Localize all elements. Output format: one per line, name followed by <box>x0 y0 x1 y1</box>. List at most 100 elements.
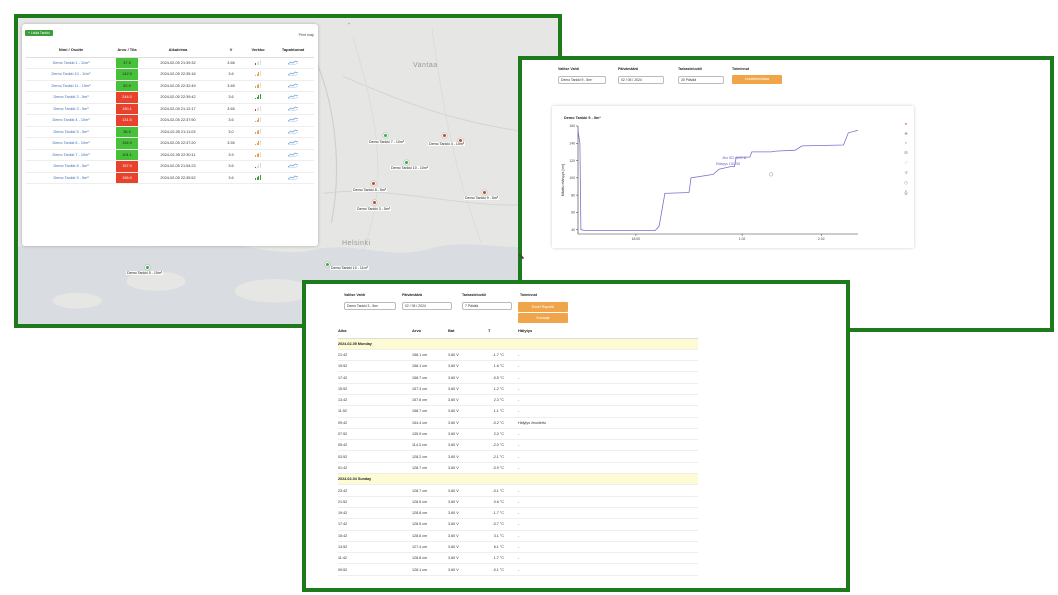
table-row: 03:52 128.2 cm 3.60 V -2.1 °C - <box>338 450 698 463</box>
table-row[interactable]: Demo Tankki 7 - 10m³ 101.1 2024-02-05 22:3… <box>26 149 314 161</box>
events-cell[interactable] <box>272 172 314 184</box>
value-cell: 128.1 cm <box>412 563 448 576</box>
clock-icon[interactable]: ◷ <box>904 180 908 185</box>
tank-name-link[interactable]: Demo Tankki 3 - 5m³ <box>26 103 116 115</box>
events-cell[interactable] <box>272 57 314 69</box>
date-input[interactable]: 02 / 05 / 2024 <box>402 302 452 310</box>
tank-name-link[interactable]: Demo Tankki 8 - 5m³ <box>26 160 116 173</box>
timestamp: 2024-02-05 22:37:20 <box>138 137 218 150</box>
y-tick-label: 40 <box>571 228 575 232</box>
print-map-button[interactable]: Print map <box>298 33 314 37</box>
tank-name-link[interactable]: Demo Tankki 1 - 11m³ <box>26 57 116 69</box>
column-header[interactable]: Nimi / Osoite <box>26 42 116 58</box>
line-icon[interactable]: ⟋ <box>904 160 908 165</box>
table-row[interactable]: Demo Tankki 3 - 5m³ 150.1 2024-02-05 21:12… <box>26 103 314 115</box>
zoom-select-icon[interactable]: ⊞ <box>904 150 908 155</box>
map-marker[interactable] <box>371 181 376 186</box>
map-marker[interactable] <box>372 200 377 205</box>
column-header[interactable]: Verkko <box>244 42 272 58</box>
alarm-cell: - <box>518 563 698 576</box>
time-cell: 03:52 <box>338 450 412 463</box>
tank-name-link[interactable]: Demo Tankki 10 - 11m³ <box>26 68 116 81</box>
tank-select[interactable]: Demo Tankki 9 - 5m³ <box>558 76 606 84</box>
events-cell[interactable] <box>272 80 314 92</box>
table-row[interactable]: Demo Tankki 4 - 10m³ 131.5 2024-02-05 22:3… <box>26 114 314 127</box>
time-cell: 01:42 <box>338 462 412 475</box>
level-chart[interactable]: 40 60 80 100 120 140 160 18:00 1.02 2.02 Mitattu e… <box>552 106 914 248</box>
table-row[interactable]: Demo Tankki 9 - 5m³ 156.0 2024-02-05 22:35… <box>26 172 314 184</box>
tank-select[interactable]: Demo Tankki 3 - 5m³ <box>344 302 396 310</box>
zoom-icon[interactable]: ⌕ <box>904 140 908 145</box>
tank-name-link[interactable]: Demo Tankki 11 - 15m³ <box>26 80 116 92</box>
chart-color-icon[interactable]: ● <box>904 121 908 126</box>
events-cell[interactable] <box>272 68 314 81</box>
events-cell[interactable] <box>272 137 314 150</box>
events-cell[interactable] <box>272 160 314 173</box>
pan-icon[interactable]: ✥ <box>904 131 908 136</box>
trend-chart-icon[interactable] <box>288 94 298 100</box>
tank-name-link[interactable]: Demo Tankki 6 - 10m³ <box>26 137 116 150</box>
events-cell[interactable] <box>272 91 314 104</box>
map-marker[interactable] <box>383 133 388 138</box>
column-header[interactable]: Tapahtumat <box>272 42 314 58</box>
signal-cell <box>244 68 272 81</box>
reload-button[interactable]: Uudelleenlataa <box>732 75 782 84</box>
column-header[interactable]: Arvo / Tila <box>116 42 138 58</box>
tank-name-link[interactable]: Demo Tankki 7 - 10m³ <box>26 149 116 161</box>
events-cell[interactable] <box>272 103 314 115</box>
table-row[interactable]: Demo Tankki 6 - 10m³ 154.9 2024-02-05 22:3… <box>26 137 314 150</box>
voltage: 3.0 <box>218 126 244 138</box>
tank-value: 36.9 <box>116 126 138 138</box>
trend-chart-icon[interactable] <box>288 140 298 146</box>
column-header[interactable]: V <box>218 42 244 58</box>
table-row[interactable]: Demo Tankki 11 - 15m³ 52.9 2024-02-05 22:3… <box>26 80 314 92</box>
trend-chart-icon[interactable] <box>288 60 298 65</box>
excel-report-button[interactable]: Excel Raportti <box>518 302 568 312</box>
range-select[interactable]: 7 Päivää <box>462 302 512 310</box>
tank-name-link[interactable]: Demo Tankki 5 - 5m³ <box>26 126 116 138</box>
zoom-in-button[interactable]: + <box>348 22 350 26</box>
trend-chart-icon[interactable] <box>288 129 298 134</box>
table-row[interactable]: Demo Tankki 10 - 11m³ 142.5 2024-02-05 22:… <box>26 68 314 81</box>
events-cell[interactable] <box>272 149 314 161</box>
save-icon[interactable]: ⎙ <box>904 190 908 195</box>
tank-name-link[interactable]: Demo Tankki 9 - 5m³ <box>26 172 116 184</box>
tank-name-link[interactable]: Demo Tankki 2 - 5m³ <box>26 91 116 104</box>
table-row[interactable]: Demo Tankki 5 - 5m³ 36.9 2024-02-05 21:11:… <box>26 126 314 138</box>
trend-chart-icon[interactable] <box>288 175 298 180</box>
time-cell: 13:42 <box>338 394 412 407</box>
map-marker[interactable] <box>442 133 447 138</box>
events-cell[interactable] <box>272 126 314 138</box>
tank-value: 157.0 <box>116 160 138 173</box>
table-row[interactable]: Demo Tankki 2 - 5m³ 244.0 2024-02-05 22:39… <box>26 91 314 104</box>
trend-chart-icon[interactable] <box>288 71 298 77</box>
table-row[interactable]: Demo Tankki 8 - 5m³ 157.0 2024-02-05 21:54… <box>26 160 314 173</box>
signal-cell <box>244 160 272 173</box>
value-cell: 128.5 cm <box>412 518 448 531</box>
map-marker[interactable] <box>325 262 330 267</box>
table-row: 19:52 158.1 cm 3.60 V 1.6 °C - <box>338 360 698 373</box>
map-marker-label: Demo Tankki 5 - 15m³ <box>126 271 164 275</box>
date-input[interactable]: 02 / 05 / 2024 <box>618 76 664 84</box>
range-select[interactable]: 30 Päivää <box>678 76 724 84</box>
battery-cell: 3.60 V <box>448 394 488 407</box>
add-tank-button[interactable]: + Lisää Tankki <box>25 30 53 36</box>
trend-chart-icon[interactable] <box>288 117 298 123</box>
tank-name-link[interactable]: Demo Tankki 4 - 10m³ <box>26 114 116 127</box>
reset-icon[interactable]: ↺ <box>904 170 908 175</box>
temperature-cell: -2.0 °C <box>488 439 518 452</box>
map-marker[interactable] <box>404 160 409 165</box>
table-row[interactable]: Demo Tankki 1 - 11m³ 37.5 2024-02-05 21:39… <box>26 57 314 69</box>
alarm-cell: - <box>518 405 698 418</box>
alarm-cell: - <box>518 349 698 362</box>
chart-view-button[interactable]: Kuvaaja <box>518 313 568 323</box>
map-marker[interactable] <box>482 190 487 195</box>
table-row: 09:42 154.4 cm 3.60 V -0.2 °C Hälytys ilmoit… <box>338 417 698 429</box>
trend-chart-icon[interactable] <box>288 106 298 111</box>
trend-chart-icon[interactable] <box>288 152 298 157</box>
trend-chart-icon[interactable] <box>288 83 298 88</box>
map-marker[interactable] <box>145 265 150 270</box>
events-cell[interactable] <box>272 114 314 127</box>
trend-chart-icon[interactable] <box>288 163 298 169</box>
column-header[interactable]: Aikaleima <box>138 42 218 58</box>
